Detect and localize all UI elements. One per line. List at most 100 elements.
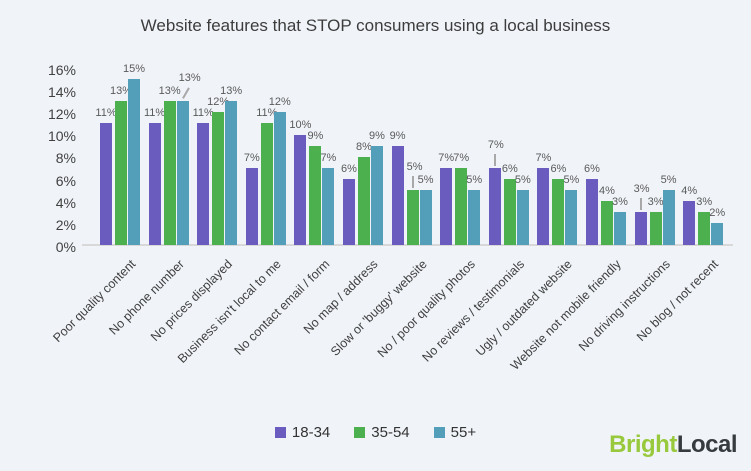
bar-35-54: [115, 101, 127, 245]
value-label: 10%: [289, 118, 312, 131]
value-label: 2%: [709, 206, 726, 219]
legend-item-18-34: 18-34: [274, 424, 331, 441]
legend-item-55+: 55+: [433, 424, 477, 441]
y-axis-tick-label: 8%: [55, 150, 76, 167]
value-label: 15%: [122, 63, 146, 76]
bar-18-34: [245, 167, 258, 245]
value-label: 4%: [599, 184, 615, 197]
leader-line: [412, 175, 414, 188]
value-label: 7%: [243, 151, 260, 164]
y-axis-tick-label: 2%: [55, 216, 76, 233]
value-label: 11%: [192, 107, 214, 120]
value-label: 7%: [453, 151, 470, 164]
x-axis-category-label: No contact email / form: [231, 257, 333, 358]
x-axis-category-label: Ugly / outdated website: [473, 257, 576, 359]
value-label: 3%: [633, 182, 650, 195]
x-axis-category-label: No driving instructions: [575, 257, 673, 354]
bar-35-54: [649, 211, 662, 245]
y-axis-tick-label: 4%: [55, 194, 76, 211]
value-label: 5%: [406, 160, 423, 173]
value-label: 7%: [438, 151, 455, 164]
legend-label: 18-34: [291, 424, 331, 441]
bar-18-34: [100, 123, 112, 245]
x-axis-category-label: No / poor quality photos: [374, 257, 479, 361]
bar-55+: [516, 189, 529, 245]
y-axis-tick-label: 14%: [47, 84, 76, 101]
value-label: 5%: [660, 173, 677, 186]
bar-55+: [128, 79, 140, 245]
bar-35-54: [601, 200, 613, 245]
legend-label: 35-54: [371, 424, 410, 441]
value-label: 7%: [535, 151, 552, 164]
value-label: 3%: [647, 195, 664, 208]
bar-55+: [322, 167, 335, 245]
value-label: 4%: [681, 184, 698, 197]
logo-bright-text: Bright: [609, 431, 677, 458]
bar-35-54: [260, 123, 273, 245]
value-label: 13%: [158, 85, 181, 98]
value-label: 5%: [417, 173, 434, 186]
leader-line: [494, 153, 496, 166]
brightlocal-logo: BrightLocal: [609, 431, 737, 459]
value-label: 11%: [95, 107, 117, 120]
bar-18-34: [683, 200, 696, 245]
y-axis-tick-label: 16%: [47, 62, 76, 78]
y-axis-tick-label: 12%: [47, 106, 76, 123]
bar-35-54: [309, 145, 322, 245]
leader-line: [181, 87, 189, 99]
value-label: 7%: [487, 138, 504, 151]
bar-35-54: [163, 101, 176, 245]
value-label: 6%: [501, 162, 518, 175]
value-label: 12%: [207, 96, 230, 109]
value-label: 9%: [307, 129, 324, 142]
leader-line: [640, 197, 642, 210]
logo-local-text: Local: [676, 431, 738, 458]
legend-swatch-icon: [274, 427, 286, 438]
bar-18-34: [634, 211, 647, 245]
value-label: 13%: [178, 72, 201, 85]
bar-55+: [176, 101, 189, 245]
bar-55+: [662, 189, 675, 245]
bar-55+: [614, 211, 626, 245]
legend: 18-34 35-54 55+: [0, 424, 751, 441]
value-label: 5%: [466, 173, 483, 186]
x-axis-category-label: No prices displayed: [148, 257, 236, 345]
x-axis-line: [82, 244, 733, 246]
value-label: 7%: [320, 151, 337, 164]
value-label: 11%: [143, 107, 166, 120]
bar-18-34: [488, 167, 501, 245]
bar-55+: [468, 189, 481, 245]
bar-18-34: [148, 123, 161, 245]
legend-item-35-54: 35-54: [354, 424, 410, 441]
x-axis-category-label: No blog / not recent: [634, 257, 722, 345]
value-label: 8%: [356, 140, 372, 153]
value-label: 11%: [256, 107, 278, 120]
value-label: 9%: [369, 129, 385, 142]
bar-35-54: [552, 178, 565, 245]
value-label: 6%: [341, 162, 357, 175]
bar-35-54: [212, 112, 225, 245]
y-axis-tick-label: 6%: [55, 172, 76, 189]
value-label: 6%: [550, 162, 567, 175]
bar-35-54: [503, 178, 516, 245]
chart-title: Website features that STOP consumers usi…: [140, 16, 611, 35]
bar-55+: [565, 189, 578, 245]
bar-35-54: [406, 189, 419, 245]
bar-18-34: [197, 123, 210, 245]
value-label: 13%: [220, 85, 243, 98]
bar-55+: [371, 145, 383, 245]
value-label: 9%: [389, 129, 406, 142]
y-axis-tick-label: 0%: [55, 238, 76, 255]
value-label: 3%: [612, 195, 628, 208]
legend-swatch-icon: [433, 427, 445, 438]
value-label: 6%: [584, 162, 600, 175]
bar-55+: [419, 189, 432, 245]
bar-55+: [225, 101, 238, 245]
bar-35-54: [455, 167, 468, 245]
bar-35-54: [358, 156, 370, 245]
bar-55+: [711, 222, 724, 245]
bar-18-34: [391, 145, 404, 245]
legend-label: 55+: [450, 424, 477, 441]
value-label: 5%: [563, 173, 580, 186]
